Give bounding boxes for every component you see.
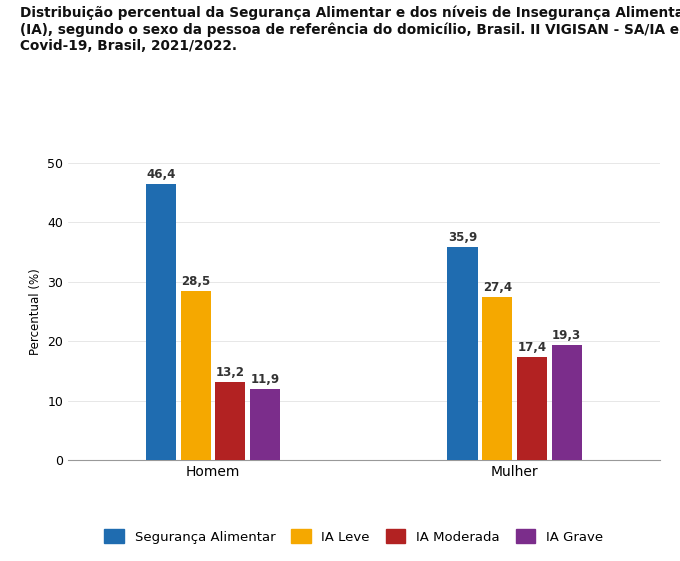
Text: 11,9: 11,9 (250, 373, 279, 387)
Text: 46,4: 46,4 (146, 168, 175, 181)
Text: Distribuição percentual da Segurança Alimentar e dos níveis de Insegurança Alime: Distribuição percentual da Segurança Ali… (20, 6, 680, 53)
Bar (517, 357, 547, 460)
Bar (551, 345, 581, 460)
Text: 35,9: 35,9 (448, 231, 477, 243)
Text: 19,3: 19,3 (552, 329, 581, 342)
Bar (250, 389, 280, 460)
Bar (181, 291, 211, 460)
Y-axis label: Percentual (%): Percentual (%) (29, 268, 41, 355)
Text: 28,5: 28,5 (181, 274, 210, 288)
Bar (482, 297, 512, 460)
Bar (216, 381, 245, 460)
Text: 13,2: 13,2 (216, 366, 245, 379)
Text: 17,4: 17,4 (517, 341, 547, 353)
Text: 27,4: 27,4 (483, 281, 512, 294)
Bar (146, 184, 176, 460)
Bar (447, 246, 477, 460)
Legend: Segurança Alimentar, IA Leve, IA Moderada, IA Grave: Segurança Alimentar, IA Leve, IA Moderad… (99, 524, 608, 549)
